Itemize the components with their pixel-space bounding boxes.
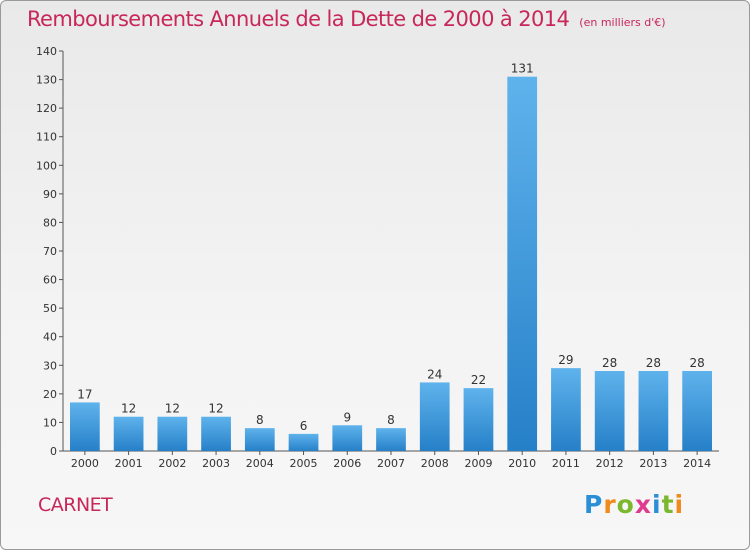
logo-letter: x xyxy=(634,490,652,519)
x-tick-label: 2009 xyxy=(464,457,492,470)
labels: 2000 17 2001 12 2002 12 2003 12 2004 8 2005 6 2006 9 2… xyxy=(71,62,711,470)
x-tick-label: 2010 xyxy=(508,457,536,470)
bar-2014 xyxy=(682,371,713,451)
proxiti-logo: Proxiti xyxy=(584,490,684,519)
bar-value-label: 24 xyxy=(427,367,442,381)
bar-2013 xyxy=(638,371,669,451)
bar-2000 xyxy=(69,402,100,451)
y-tick-label: 40 xyxy=(43,331,57,344)
y-tick-label: 100 xyxy=(36,159,57,172)
chart-title: Remboursements Annuels de la Dette de 20… xyxy=(27,7,570,31)
y-tick-label: 90 xyxy=(43,188,57,201)
bar-value-label: 8 xyxy=(256,413,264,427)
logo-letter: t xyxy=(661,490,675,519)
x-tick-label: 2007 xyxy=(377,457,405,470)
x-tick-label: 2006 xyxy=(333,457,361,470)
bar-value-label: 28 xyxy=(646,356,661,370)
y-tick-label: 130 xyxy=(36,74,57,87)
logo-letter: P xyxy=(584,490,604,519)
logo-letter: i xyxy=(674,490,685,519)
bar-2008 xyxy=(419,382,450,451)
bar-2007 xyxy=(376,428,406,451)
bar-2002 xyxy=(157,416,188,451)
x-tick-label: 2005 xyxy=(290,457,318,470)
x-tick-label: 2014 xyxy=(683,457,711,470)
bar-2004 xyxy=(244,428,275,451)
x-tick-label: 2001 xyxy=(115,457,143,470)
bar-2010 xyxy=(507,76,538,451)
x-tick-label: 2000 xyxy=(71,457,99,470)
commune-name: CARNET xyxy=(38,494,113,516)
bar-value-label: 29 xyxy=(558,353,573,367)
x-tick-label: 2008 xyxy=(421,457,449,470)
bar-2011 xyxy=(551,368,581,451)
chart-header: Remboursements Annuels de la Dette de 20… xyxy=(27,7,666,31)
bar-value-label: 28 xyxy=(602,356,617,370)
y-tick-label: 140 xyxy=(36,45,57,58)
bar-2005 xyxy=(288,433,319,451)
bar-2003 xyxy=(201,416,231,451)
bar-value-label: 12 xyxy=(208,402,223,416)
chart-unit: (en milliers d'€) xyxy=(579,16,666,29)
bar-value-label: 8 xyxy=(387,413,395,427)
x-tick-label: 2011 xyxy=(552,457,580,470)
bar-2001 xyxy=(113,416,144,451)
bar-2006 xyxy=(332,425,363,451)
y-tick-label: 110 xyxy=(36,131,57,144)
y-tick-label: 30 xyxy=(43,359,57,372)
x-tick-label: 2004 xyxy=(246,457,274,470)
logo-letter: i xyxy=(652,490,662,519)
x-tick-label: 2003 xyxy=(202,457,230,470)
x-tick-label: 2012 xyxy=(596,457,624,470)
bar-value-label: 12 xyxy=(121,402,136,416)
y-tick-label: 20 xyxy=(43,388,57,401)
bar-value-label: 131 xyxy=(511,62,534,76)
bar-value-label: 6 xyxy=(300,419,308,433)
axes: 0 10 20 30 40 50 60 70 80 90 100 110 120 130 140 xyxy=(36,45,719,458)
bars xyxy=(69,76,713,451)
bar-2009 xyxy=(463,388,494,451)
y-tick-label: 10 xyxy=(43,416,57,429)
bar-value-label: 12 xyxy=(165,402,180,416)
x-tick-label: 2013 xyxy=(639,457,667,470)
logo-letter: r xyxy=(603,490,617,519)
y-tick-label: 80 xyxy=(43,216,57,229)
y-tick-label: 70 xyxy=(43,245,57,258)
y-tick-label: 60 xyxy=(43,274,57,287)
logo-letter: o xyxy=(616,490,635,519)
bar-value-label: 28 xyxy=(689,356,704,370)
x-tick-label: 2002 xyxy=(158,457,186,470)
bar-value-label: 22 xyxy=(471,373,486,387)
bar-2012 xyxy=(594,371,625,451)
y-tick-label: 120 xyxy=(36,102,57,115)
y-tick-label: 50 xyxy=(43,302,57,315)
y-tick-label: 0 xyxy=(50,445,57,458)
bar-value-label: 9 xyxy=(343,410,351,424)
bar-value-label: 17 xyxy=(77,387,92,401)
